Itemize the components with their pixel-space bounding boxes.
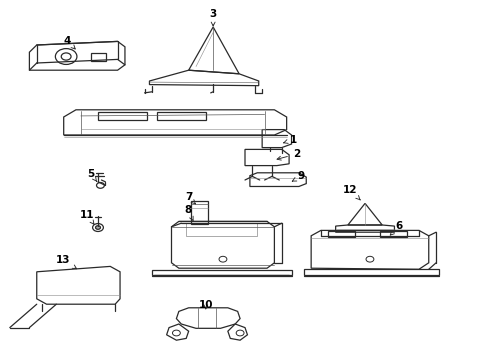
Circle shape [96, 226, 100, 229]
Circle shape [97, 183, 104, 188]
Text: 7: 7 [185, 192, 196, 204]
Text: 12: 12 [343, 185, 360, 200]
Text: 1: 1 [284, 135, 296, 145]
Circle shape [55, 49, 77, 64]
Bar [91, 53, 106, 61]
Circle shape [366, 256, 374, 262]
Text: 3: 3 [210, 9, 217, 26]
Bar [186, 223, 257, 236]
Circle shape [219, 256, 227, 262]
Text: 10: 10 [198, 300, 213, 310]
Bar [157, 112, 206, 120]
Text: 2: 2 [277, 149, 300, 160]
Text: 9: 9 [292, 171, 305, 181]
Bar [380, 231, 407, 237]
Text: 5: 5 [87, 168, 97, 181]
Bar [98, 112, 147, 120]
Text: 8: 8 [184, 204, 193, 221]
Text: 4: 4 [64, 36, 75, 49]
Text: 13: 13 [55, 255, 76, 269]
Circle shape [172, 330, 180, 336]
Circle shape [236, 330, 244, 336]
Text: 11: 11 [80, 210, 95, 224]
Text: 6: 6 [390, 221, 403, 235]
Circle shape [61, 53, 71, 60]
Bar [328, 231, 355, 237]
Circle shape [93, 224, 103, 231]
Bar [191, 201, 208, 224]
